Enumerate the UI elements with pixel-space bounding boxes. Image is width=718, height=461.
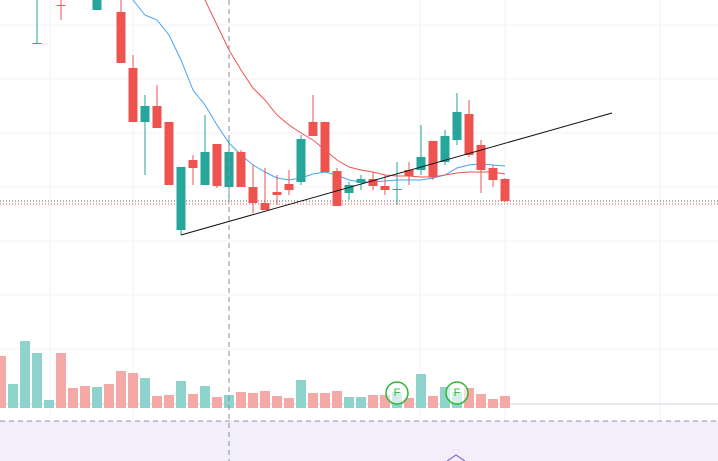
candle-body: [440, 136, 450, 162]
volume-bar: [332, 391, 342, 408]
candle-body: [140, 106, 150, 122]
volume-bar: [176, 381, 186, 408]
event-marker-label: F: [454, 387, 461, 399]
volume-bar: [140, 378, 150, 408]
candle-body: [356, 179, 366, 183]
candle-body: [332, 171, 342, 206]
candle-body: [32, 43, 42, 44]
candle-body: [500, 179, 510, 201]
volume-bar: [320, 393, 330, 408]
candle-body: [176, 167, 186, 230]
candle-body: [260, 203, 270, 210]
candle-body: [416, 157, 426, 170]
volume-bar: [380, 395, 390, 408]
candle-body: [248, 187, 258, 203]
candle-body: [56, 5, 66, 6]
volume-bar: [188, 394, 198, 408]
volume-bar: [116, 371, 126, 408]
candle-body: [224, 152, 234, 187]
volume-bar: [428, 396, 438, 408]
candle-body: [296, 139, 306, 182]
indicator-shape: [446, 454, 466, 461]
candle-body: [488, 168, 498, 180]
volume-bar: [0, 356, 6, 408]
volume-bar: [8, 384, 18, 408]
candle-body: [164, 122, 174, 185]
volume-bar: [440, 387, 450, 408]
volume-bar: [236, 392, 246, 408]
candle-body: [404, 170, 414, 176]
candle-body: [380, 186, 390, 190]
volume-bar: [296, 380, 306, 408]
volume-bar: [308, 393, 318, 408]
volume-bar: [80, 386, 90, 408]
candle-body: [272, 192, 282, 195]
candle-body: [116, 12, 126, 63]
volume-bar: [476, 394, 486, 408]
candle-body: [464, 114, 474, 155]
candle-body: [152, 106, 162, 128]
volume-bar: [212, 397, 222, 408]
candle-body: [284, 184, 294, 190]
candle-body: [428, 141, 438, 177]
volume-bar: [272, 396, 282, 408]
volume-bar: [344, 397, 354, 408]
volume-bar: [152, 396, 162, 408]
candle-body: [200, 152, 210, 185]
volume-bar: [32, 353, 42, 408]
volume-bar: [488, 399, 498, 408]
volume-bar: [464, 388, 474, 408]
volume-bar: [56, 353, 66, 408]
volume-bar: [104, 384, 114, 408]
volume-bar: [164, 395, 174, 408]
candle-body: [212, 144, 222, 186]
event-marker-label: F: [394, 387, 401, 399]
candle-body: [344, 185, 354, 193]
trend-line[interactable]: [180, 112, 613, 236]
candle-body: [188, 160, 198, 168]
candle-body: [368, 179, 378, 186]
volume-bar: [128, 373, 138, 408]
volume-bar: [500, 396, 510, 408]
candle-body: [476, 145, 486, 170]
volume-bar: [44, 400, 54, 408]
volume-bar: [92, 387, 102, 408]
candle-body: [128, 68, 138, 122]
volume-bar: [260, 391, 270, 408]
volume-bar: [416, 374, 426, 408]
moving-average: [204, 0, 506, 178]
volume-bar: [200, 386, 210, 408]
volume-bar: [224, 395, 234, 408]
candle-body: [452, 112, 462, 140]
candle-body: [308, 122, 318, 136]
volume-bar: [404, 398, 414, 408]
volume-bar: [356, 397, 366, 408]
volume-bar: [68, 388, 78, 408]
event-marker: [385, 381, 409, 405]
candle-body: [320, 122, 330, 172]
volume-bar: [248, 393, 258, 408]
volume-bar: [368, 395, 378, 408]
candle-body: [92, 0, 102, 10]
event-marker: [445, 381, 469, 405]
candle-body: [392, 189, 402, 190]
indicator-pane: [0, 421, 718, 461]
volume-bar: [20, 341, 30, 408]
candle-body: [236, 152, 246, 187]
volume-bar: [284, 398, 294, 408]
